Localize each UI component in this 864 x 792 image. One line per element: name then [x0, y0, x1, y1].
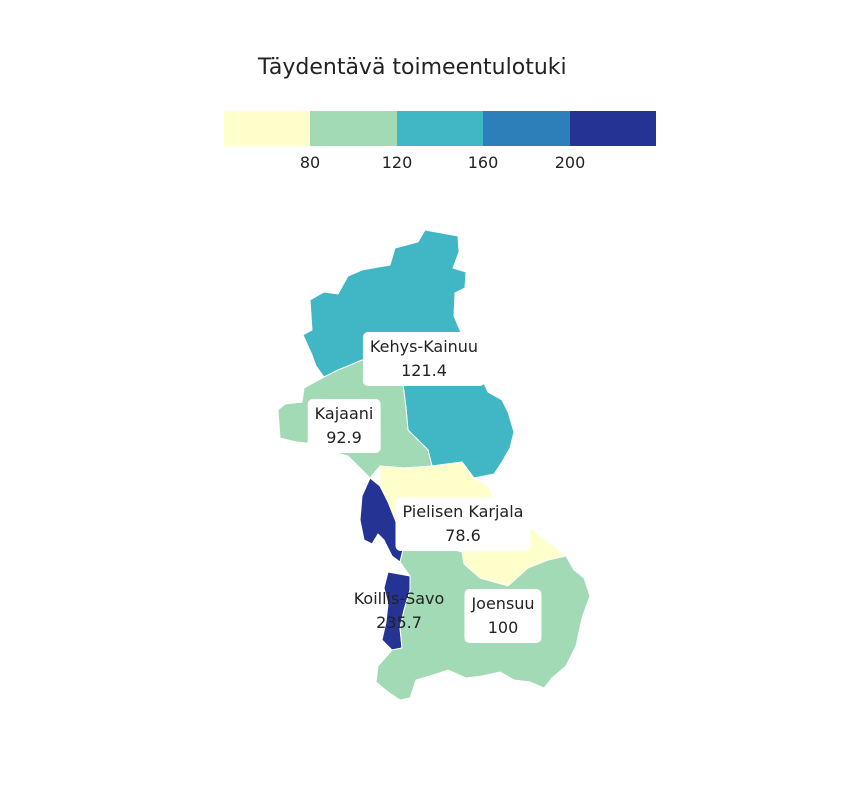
label-kehys-kainuu: Kehys-Kainuu 121.4	[362, 332, 486, 386]
region-name: Kehys-Kainuu	[369, 337, 479, 356]
legend-tick: 120	[381, 153, 413, 172]
label-koillis-savo: Koillis-Savo 235.7	[347, 584, 452, 638]
legend-tick: 80	[299, 153, 321, 172]
region-name: Koillis-Savo	[353, 589, 445, 608]
legend-tick: 160	[467, 153, 499, 172]
label-joensuu: Joensuu 100	[464, 589, 542, 643]
legend-swatch	[569, 111, 657, 146]
region-value: 100	[487, 618, 519, 637]
legend-swatch	[396, 111, 484, 146]
legend-swatch	[224, 111, 311, 146]
region-name: Kajaani	[314, 404, 374, 423]
map-title: Täydentävä toimeentulotuki	[258, 55, 567, 80]
label-pielisen-karjala: Pielisen Karjala 78.6	[395, 497, 531, 551]
legend-swatch	[310, 111, 397, 146]
region-value: 78.6	[445, 526, 481, 545]
region-name: Joensuu	[471, 594, 535, 613]
legend-swatch	[483, 111, 570, 146]
region-value: 121.4	[401, 361, 447, 380]
region-name: Pielisen Karjala	[402, 502, 524, 521]
color-legend	[224, 111, 657, 146]
label-kajaani: Kajaani 92.9	[307, 399, 381, 453]
region-value: 235.7	[376, 613, 422, 632]
region-value: 92.9	[326, 428, 362, 447]
legend-tick: 200	[554, 153, 586, 172]
